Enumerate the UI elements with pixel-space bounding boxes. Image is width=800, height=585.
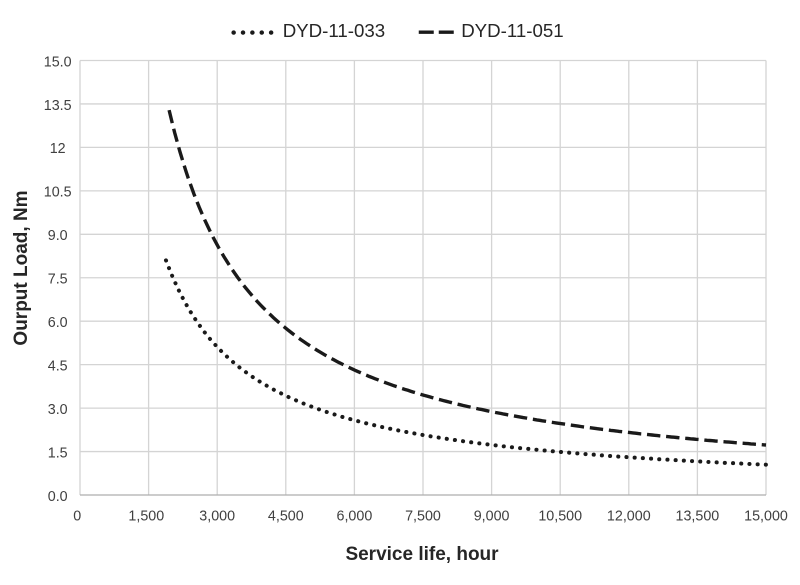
svg-text:4.5: 4.5 <box>48 359 68 375</box>
svg-text:13,500: 13,500 <box>676 509 720 525</box>
svg-text:9.0: 9.0 <box>48 228 68 244</box>
svg-text:Service life, hour: Service life, hour <box>345 544 499 565</box>
svg-text:6,000: 6,000 <box>337 509 373 525</box>
svg-text:0.0: 0.0 <box>48 489 68 505</box>
svg-text:10,500: 10,500 <box>538 509 582 525</box>
svg-text:13.5: 13.5 <box>44 98 72 114</box>
svg-text:7.5: 7.5 <box>48 272 68 288</box>
svg-text:7,500: 7,500 <box>405 509 441 525</box>
svg-text:Ourput Load, Nm: Ourput Load, Nm <box>11 190 32 345</box>
svg-text:10.5: 10.5 <box>44 185 72 201</box>
svg-text:15.0: 15.0 <box>44 54 72 70</box>
svg-text:3,000: 3,000 <box>199 509 235 525</box>
svg-text:3.0: 3.0 <box>48 402 68 418</box>
svg-text:DYD-11-033: DYD-11-033 <box>283 20 385 41</box>
svg-text:DYD-11-051: DYD-11-051 <box>461 20 563 41</box>
svg-text:12,000: 12,000 <box>607 509 651 525</box>
svg-text:0: 0 <box>73 509 81 525</box>
svg-text:6.0: 6.0 <box>48 315 68 331</box>
svg-text:1,500: 1,500 <box>128 509 164 525</box>
svg-text:4,500: 4,500 <box>268 509 304 525</box>
svg-text:1.5: 1.5 <box>48 445 68 461</box>
svg-text:15,000: 15,000 <box>744 509 788 525</box>
svg-text:9,000: 9,000 <box>474 509 510 525</box>
svg-text:12: 12 <box>50 141 66 157</box>
